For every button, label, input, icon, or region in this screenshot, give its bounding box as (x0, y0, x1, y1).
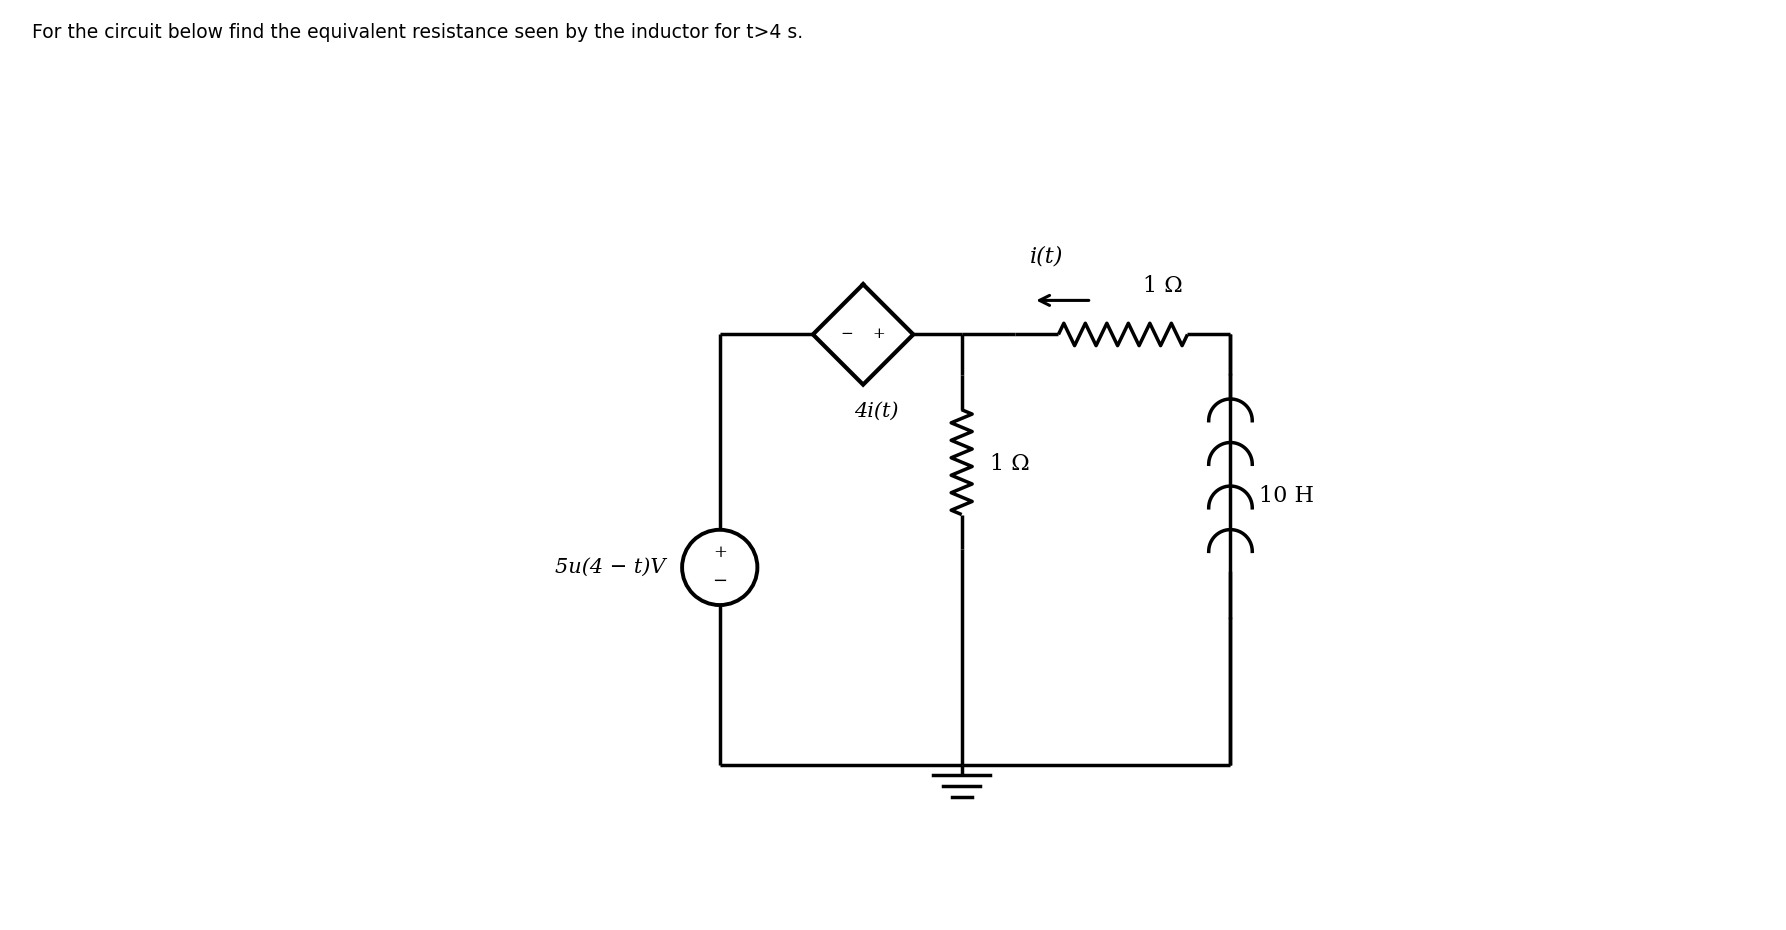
Text: i(t): i(t) (1031, 246, 1063, 267)
Text: +: + (713, 544, 727, 561)
Text: 10 H: 10 H (1259, 485, 1314, 507)
Text: +: + (873, 327, 886, 341)
Text: −: − (841, 327, 854, 341)
Text: 4i(t): 4i(t) (854, 402, 898, 420)
Text: For the circuit below find the equivalent resistance seen by the inductor for t>: For the circuit below find the equivalen… (32, 23, 804, 42)
Text: 1 Ω: 1 Ω (991, 453, 1031, 475)
Text: 1 Ω: 1 Ω (1143, 274, 1182, 297)
Text: −: − (713, 572, 727, 590)
Text: 5u(4 − t)V: 5u(4 − t)V (555, 558, 666, 577)
